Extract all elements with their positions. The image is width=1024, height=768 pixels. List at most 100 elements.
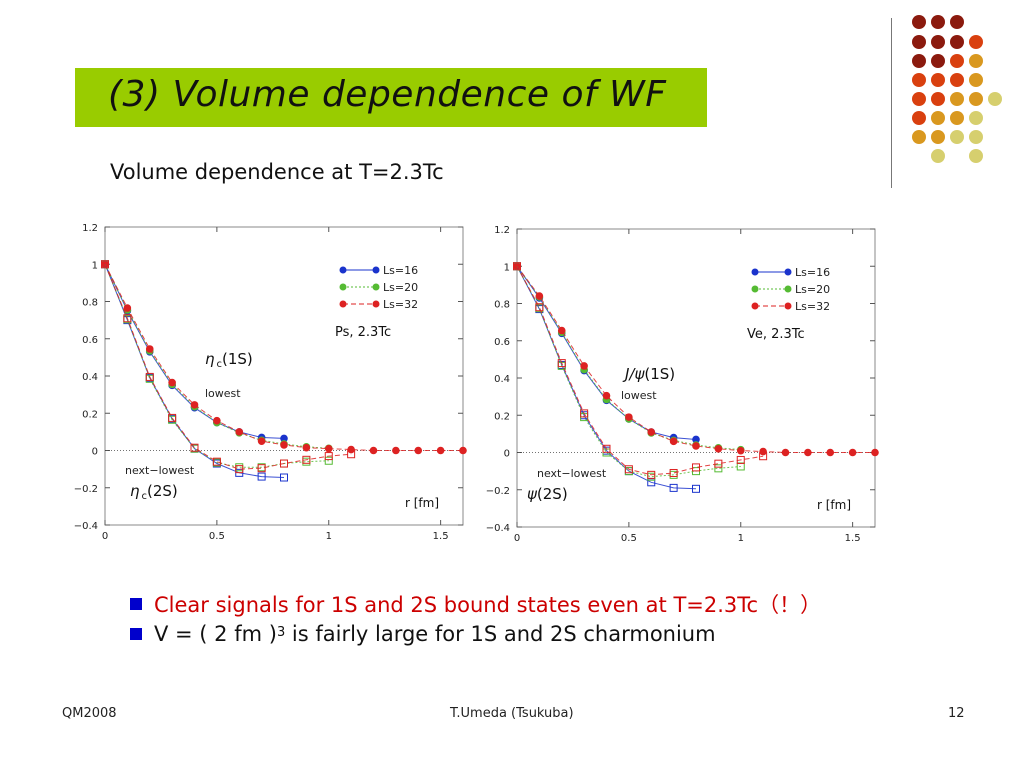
annotation-1s-suffix: (1S) — [222, 350, 253, 368]
decorative-dot — [931, 54, 945, 68]
data-point — [123, 304, 132, 312]
series-line — [104, 264, 329, 468]
data-point — [347, 445, 355, 454]
annotation-1s: η c(1S) — [205, 350, 253, 370]
data-point — [736, 455, 745, 464]
decorative-dot — [969, 35, 983, 49]
decorative-dot — [950, 73, 964, 87]
decorative-dot — [931, 15, 945, 29]
legend-label: Ls=20 — [383, 281, 418, 294]
series-line — [104, 264, 352, 470]
annotation-next-lowest: next−lowest — [537, 467, 607, 480]
data-point — [826, 448, 835, 457]
data-point — [669, 483, 678, 492]
decorative-dot — [912, 35, 926, 49]
slide-subtitle: Volume dependence at T=2.3Tc — [110, 160, 444, 184]
slide-number: 12 — [948, 706, 965, 721]
data-point — [324, 444, 333, 453]
bullet-text-pre: V = ( 2 fm ) — [154, 622, 277, 646]
legend-label: Ls=32 — [795, 300, 830, 313]
y-tick-label: 0.2 — [82, 409, 98, 420]
y-tick-label: 0.6 — [494, 337, 510, 348]
x-tick-label: 0.5 — [621, 533, 637, 544]
annotation-2s-subscript: c — [142, 491, 148, 502]
data-point — [602, 444, 611, 453]
decorative-dot — [950, 111, 964, 125]
data-point — [257, 472, 266, 481]
data-point — [848, 448, 857, 457]
decorative-dot — [912, 111, 926, 125]
y-tick-label: 0.4 — [82, 372, 98, 383]
decorative-dot — [931, 35, 945, 49]
y-tick-label: 0.6 — [82, 335, 98, 346]
y-tick-label: 1 — [92, 260, 98, 271]
decorative-dot — [912, 15, 926, 29]
decorative-dot — [969, 54, 983, 68]
decorative-dot — [969, 92, 983, 106]
decorative-dot — [931, 111, 945, 125]
y-tick-label: 0 — [92, 447, 98, 458]
legend-label: Ls=16 — [383, 264, 418, 277]
data-point — [302, 443, 311, 452]
data-point — [692, 463, 700, 472]
decorative-dot — [988, 92, 1002, 106]
data-point — [871, 448, 879, 457]
data-point — [625, 413, 633, 421]
y-tick-label: 0.8 — [82, 298, 98, 309]
legend-marker — [784, 302, 792, 310]
bullet-text: Clear signals for 1S and 2S bound states… — [154, 593, 822, 617]
slide-title: (3) Volume dependence of WF — [108, 74, 667, 115]
legend-label: Ls=20 — [795, 283, 830, 296]
decorative-dot — [912, 130, 926, 144]
y-tick-label: −0.2 — [486, 486, 510, 497]
data-point — [692, 484, 700, 493]
data-point — [557, 326, 566, 335]
annotation-2s: η c(2S) — [130, 482, 178, 502]
legend-marker — [372, 266, 380, 274]
data-point — [324, 452, 333, 461]
title-banner — [75, 68, 707, 127]
data-point — [101, 260, 109, 269]
data-point — [669, 437, 678, 446]
y-tick-label: −0.4 — [74, 521, 98, 532]
panel-label: Ve, 2.3Tc — [747, 327, 805, 342]
data-point — [535, 303, 544, 312]
decorative-dot — [912, 54, 926, 68]
footer-center: T.Umeda (Tsukuba) — [450, 706, 574, 721]
data-point — [714, 459, 723, 468]
y-tick-label: 1.2 — [494, 225, 510, 236]
y-tick-label: 0.4 — [494, 374, 510, 385]
decorative-dot — [969, 149, 983, 163]
data-point — [736, 446, 745, 455]
y-tick-label: −0.4 — [486, 523, 510, 534]
legend-marker — [372, 283, 380, 291]
bullet-square-icon — [130, 598, 142, 610]
data-point — [513, 262, 521, 271]
decorative-dot — [912, 73, 926, 87]
chart-ps: −0.4 −0.2 0 0.2 0.4 0.6 0.8 1 1.2 0 0.5 1 1.5 Ls=16 Ls… — [74, 223, 467, 542]
data-point — [459, 446, 467, 455]
y-tick-label: 0 — [504, 449, 510, 460]
chart-ve: −0.4 −0.2 0 0.2 0.4 0.6 0.8 1 1.2 0 0.5 1 1.5 Ls=16 Ls… — [486, 225, 879, 544]
decorative-dot — [950, 15, 964, 29]
bullet-item-1: Clear signals for 1S and 2S bound states… — [130, 589, 821, 619]
annotation-1s-symbol: η — [205, 350, 215, 368]
footer-left: QM2008 — [62, 706, 117, 721]
decorative-dot — [931, 149, 945, 163]
x-tick-label: 0 — [102, 531, 108, 542]
legend-marker — [339, 266, 347, 274]
annotation-1s-symbol: J/ψ — [622, 365, 645, 383]
data-point — [804, 448, 812, 457]
data-point — [257, 464, 266, 473]
decorative-dot — [912, 92, 926, 106]
decorative-dot — [950, 54, 964, 68]
decorative-dot — [931, 92, 945, 106]
series-line — [516, 265, 741, 478]
data-point — [145, 345, 154, 353]
bullet-item-2: V = ( 2 fm ) 3 is fairly large for 1S and… — [130, 622, 716, 646]
data-point — [580, 409, 589, 418]
decorative-dot — [969, 111, 983, 125]
legend-marker — [784, 285, 792, 293]
x-tick-label: 1 — [738, 533, 744, 544]
data-point — [647, 470, 656, 479]
